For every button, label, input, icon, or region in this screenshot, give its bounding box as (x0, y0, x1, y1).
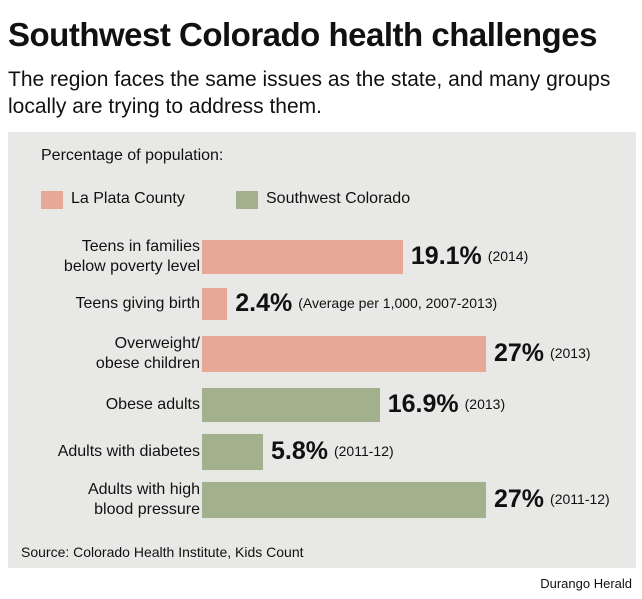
category-label: Adults with high blood pressure (88, 480, 200, 520)
chart-title: Southwest Colorado health challenges (8, 16, 597, 53)
category-label: Overweight/obese children (96, 334, 200, 374)
bar (202, 482, 486, 518)
panel-label: Percentage of population: (41, 147, 224, 164)
value-label: 16.9% (387, 390, 459, 418)
value-label: 2.4% (235, 289, 293, 317)
bar (202, 388, 380, 422)
category-label: Teens giving birth (75, 294, 200, 314)
value-note: (2013) (464, 396, 506, 412)
category-label-line: below poverty level (63, 258, 200, 275)
category-label-line: obese children (95, 355, 200, 372)
legend-swatch-la-plata (41, 191, 63, 209)
category-label-line: Teens giving birth (75, 295, 200, 312)
category-label-line: Adults with high (87, 481, 200, 498)
source-note: Source: Colorado Health Institute, Kids … (21, 544, 304, 560)
category-label: Teens in families below poverty level (64, 237, 200, 277)
value-label: 5.8% (271, 437, 328, 465)
category-label-line: Teens in families (81, 238, 200, 255)
value-note: (Average per 1,000, 2007-2013) (298, 295, 498, 311)
bar (202, 336, 486, 372)
category-label: Obese adults (106, 395, 200, 415)
value-label: 19.1% (410, 242, 482, 270)
category-label-line: Obese adults (105, 396, 200, 413)
legend-label-southwest: Southwest Colorado (266, 190, 411, 207)
legend-swatch-southwest (236, 191, 258, 209)
category-label: Adults with diabetes (58, 442, 200, 462)
legend-label-la-plata: La Plata County (71, 190, 185, 207)
value-label: 27% (494, 485, 545, 513)
credit: Durango Herald (540, 576, 632, 591)
bar (202, 434, 263, 470)
value-note: (2011-12) (550, 491, 610, 507)
value-label: 27% (494, 339, 545, 367)
value-note: (2011-12) (333, 443, 394, 459)
bar (202, 240, 403, 274)
bar (202, 288, 228, 320)
category-label-line: Overweight/ (114, 335, 200, 352)
category-label-line: blood pressure (94, 501, 200, 518)
value-note: (2014) (487, 248, 529, 264)
value-note: (2013) (550, 345, 591, 361)
chart-panel: Percentage of population: La Plata Count… (8, 132, 636, 568)
category-label-line: Adults with diabetes (57, 443, 200, 460)
chart-subtitle: The region faces the same issues as the … (8, 68, 611, 118)
